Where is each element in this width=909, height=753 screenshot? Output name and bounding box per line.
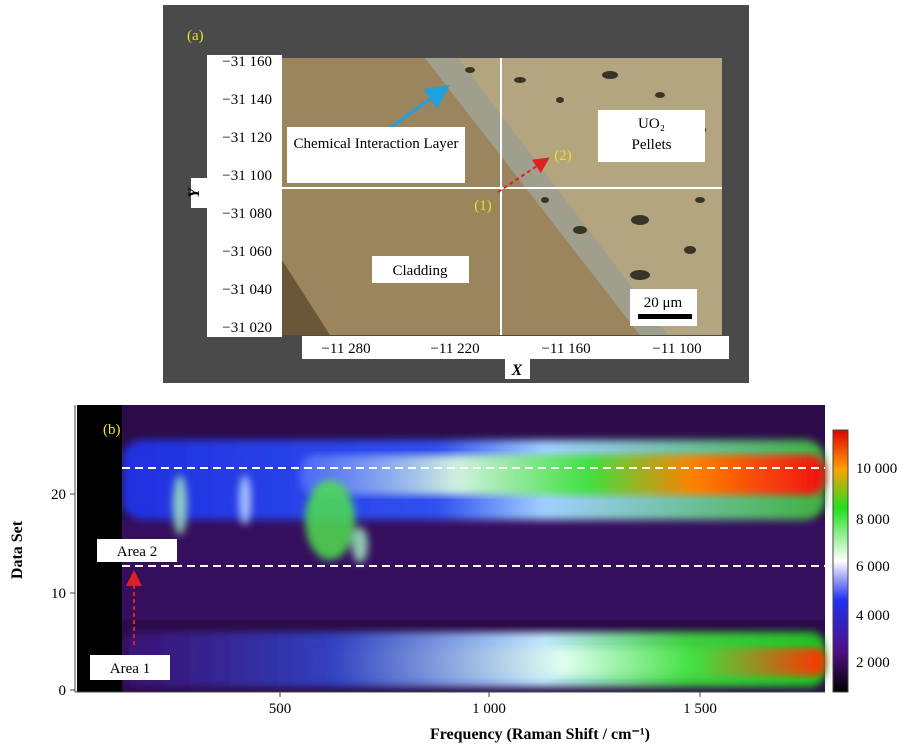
colorbar-tick-label: 4 000 <box>856 608 890 624</box>
y-tick-label: −31 020 <box>222 320 272 336</box>
y-tick-label: −31 140 <box>222 92 272 108</box>
x-tick-label: −11 160 <box>541 341 590 357</box>
x-axis-label: X <box>511 362 523 379</box>
y-tick-label: 20 <box>51 487 66 503</box>
y-tick-label: 10 <box>51 586 66 602</box>
y-tick-label: −31 080 <box>222 206 272 222</box>
annotation: Area 1 <box>110 661 150 677</box>
annotation: (2) <box>554 148 572 164</box>
x-tick-label: −11 280 <box>321 341 370 357</box>
panel-label: (a) <box>187 28 204 44</box>
annotation: Area 2 <box>117 544 157 560</box>
x-axis-label: Frequency (Raman Shift / cm⁻¹) <box>430 726 650 743</box>
annotation: Chemical Interaction Layer <box>287 127 465 156</box>
scale-bar-label: 20 μm <box>644 295 683 311</box>
colorbar-tick-label: 6 000 <box>856 559 890 575</box>
scale-bar <box>638 314 692 319</box>
colorbar <box>833 430 848 692</box>
x-tick-label: −11 100 <box>652 341 701 357</box>
annotation: (1) <box>474 198 492 214</box>
y-tick-label: −31 160 <box>222 54 272 70</box>
x-tick-label: 1 500 <box>683 701 717 717</box>
x-tick-label: 1 000 <box>472 701 506 717</box>
annotation: Cladding <box>393 263 448 279</box>
y-tick-label: −31 100 <box>222 168 272 184</box>
y-tick-label: −31 040 <box>222 282 272 298</box>
y-tick-label: −31 120 <box>222 130 272 146</box>
figure: (a) −31 160 −31 140 −31 120 −31 100 −31 … <box>0 0 909 748</box>
y-axis-label: Y <box>186 187 203 198</box>
colorbar-tick-label: 10 000 <box>856 461 897 477</box>
colorbar-tick-label: 2 000 <box>856 655 890 671</box>
x-tick-label: −11 220 <box>430 341 479 357</box>
y-axis-label: Data Set <box>9 520 26 579</box>
y-tick-label: −31 060 <box>222 244 272 260</box>
x-tick-label: 500 <box>269 701 292 717</box>
annotation: UO₂ Pellets <box>622 114 682 156</box>
colorbar-tick-label: 8 000 <box>856 512 890 528</box>
y-tick-label: 0 <box>59 683 67 699</box>
panel-a: (a) −31 160 −31 140 −31 120 −31 100 −31 … <box>163 5 749 383</box>
panel-label: (b) <box>103 422 121 438</box>
panel-b: (b) 0 10 20 500 1 000 1 500 Data Set Fre… <box>9 405 897 743</box>
